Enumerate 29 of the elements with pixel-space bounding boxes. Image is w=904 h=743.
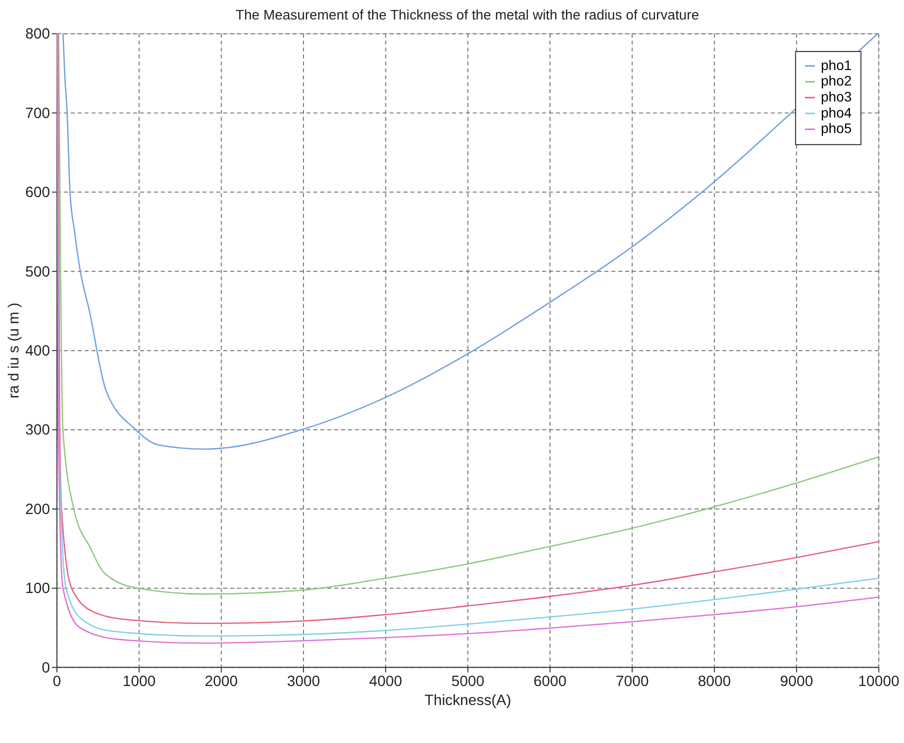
- x-tick-label: 6000: [534, 674, 567, 690]
- x-tick-label: 4000: [369, 674, 402, 690]
- x-tick-label: 1000: [122, 674, 156, 690]
- legend-label: pho3: [820, 88, 852, 105]
- x-tick-label: 7000: [616, 674, 649, 690]
- legend-label: pho4: [820, 104, 852, 120]
- y-tick-label: 100: [25, 581, 50, 598]
- x-tick-label: 10000: [858, 674, 900, 690]
- x-tick-label: 3000: [286, 674, 320, 690]
- y-tick-label: 700: [25, 106, 50, 122]
- legend-label: pho1: [820, 56, 852, 73]
- y-tick-label: 600: [25, 185, 50, 202]
- legend-label: pho2: [820, 72, 852, 89]
- x-tick-label: 8000: [698, 674, 731, 690]
- y-tick-label: 500: [25, 264, 50, 280]
- line-series: [62, 33, 878, 450]
- x-tick-label: 9000: [780, 674, 814, 690]
- x-tick-label: 0: [52, 674, 62, 690]
- y-tick-label: 300: [25, 422, 50, 439]
- y-tick-label: 0: [42, 660, 50, 676]
- legend-label: pho5: [820, 120, 852, 136]
- y-tick-label: 200: [25, 502, 50, 518]
- y-tick-label: 400: [25, 344, 50, 360]
- x-tick-label: 5000: [451, 674, 484, 690]
- y-axis-title: ra d iu s (u m ): [6, 302, 22, 398]
- x-axis-title: Thickness(A): [424, 693, 512, 710]
- x-tick-label: 2000: [204, 674, 238, 690]
- chart-title: The Measurement of the Thickness of the metal with the radius of curvature: [236, 6, 700, 22]
- y-tick-label: 800: [25, 26, 50, 43]
